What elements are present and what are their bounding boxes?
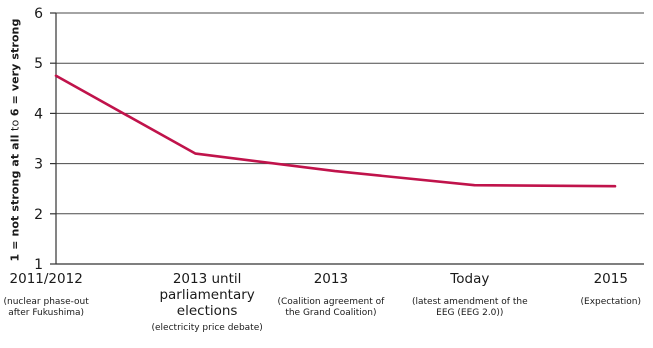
y-tick-label: 1 — [34, 257, 43, 273]
category-subtitle-line: (latest amendment of the — [412, 297, 528, 307]
series-lines — [54, 74, 617, 188]
category-subtitle-line: after Fukushima) — [8, 308, 85, 318]
y-tick-label: 3 — [34, 157, 43, 173]
y-tick-label: 6 — [34, 6, 43, 22]
x-category-label: 2015 (Expectation) — [581, 271, 642, 308]
category-title-line: elections — [176, 303, 238, 319]
category-title-line: 2013 until — [172, 271, 242, 287]
category-subtitle-line: (Expectation) — [580, 297, 642, 307]
y-axis-label-part: to — [8, 116, 22, 135]
gridlines — [56, 12, 644, 215]
y-tick-label: 4 — [34, 106, 43, 122]
y-tick-labels: 1 2 3 4 5 6 — [34, 6, 43, 273]
y-axis-label-part: 1 = not strong at all — [8, 134, 22, 262]
category-subtitle-line: (Coalition agreement of — [277, 297, 385, 307]
y-axis-label: 1 = not strong at all to 6 = very strong — [9, 19, 22, 262]
y-tick-label: 5 — [34, 56, 43, 72]
y-axis-label-container: 1 = not strong at all to 6 = very strong — [2, 18, 28, 263]
y-tick-label: 2 — [34, 207, 43, 223]
x-category-label: 2011/2012 (nuclear phase-out after Fukushi… — [4, 271, 89, 319]
x-category-label: 2013 (Coalition agreement of the Grand Coa… — [278, 271, 385, 319]
category-title-line: parliamentary — [159, 287, 255, 303]
category-subtitle-line: (electricity price debate) — [151, 323, 263, 333]
x-category-label: Today (latest amendment of the EEG (EEG 2.… — [412, 271, 528, 319]
category-subtitle-line: the Grand Coalition) — [285, 308, 377, 318]
category-title-line: 2013 — [313, 271, 349, 287]
axes — [50, 12, 644, 265]
category-subtitle-line: EEG (EEG 2.0)) — [436, 308, 504, 318]
category-title-line: Today — [450, 271, 490, 287]
y-axis-label-part: 6 = very strong — [8, 18, 22, 117]
x-category-label: 2013 until parliamentary elections (electri… — [152, 271, 263, 334]
series-line — [54, 74, 617, 188]
category-title-line: 2015 — [593, 271, 628, 287]
category-title-line: 2011/2012 — [9, 271, 83, 287]
category-subtitle-line: (nuclear phase-out — [3, 297, 89, 307]
